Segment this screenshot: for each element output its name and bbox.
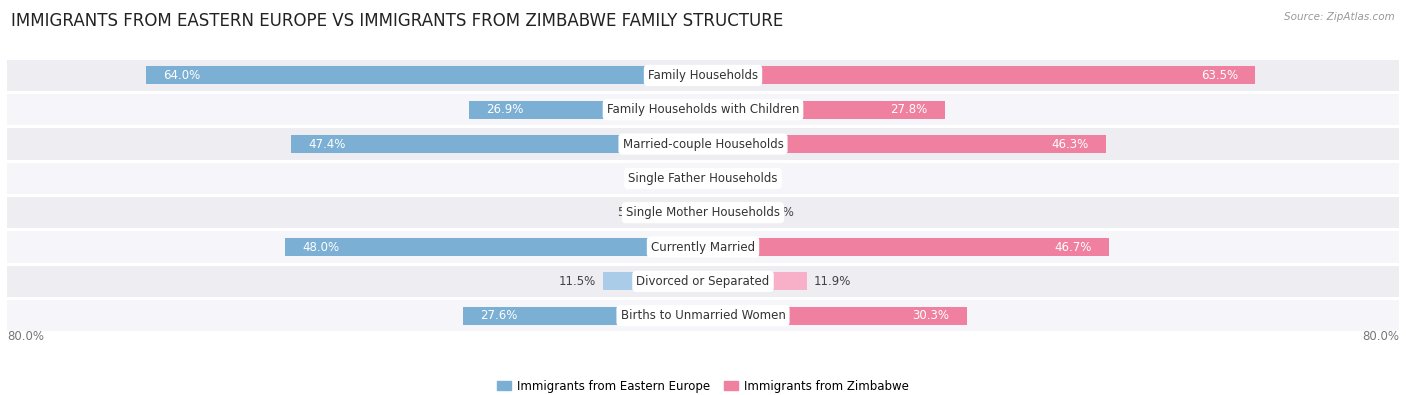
Bar [703,135,1105,153]
Text: 26.9%: 26.9% [486,103,524,116]
Text: 30.3%: 30.3% [912,309,949,322]
Text: 64.0%: 64.0% [163,69,201,82]
Text: 48.0%: 48.0% [302,241,340,254]
Bar [7,231,1399,263]
Text: 2.2%: 2.2% [730,172,759,185]
Bar [146,66,703,84]
Text: 80.0%: 80.0% [1362,331,1399,344]
Text: 46.7%: 46.7% [1054,241,1092,254]
Text: 11.9%: 11.9% [814,275,851,288]
Text: 2.0%: 2.0% [650,172,679,185]
Bar [686,169,703,187]
Text: Births to Unmarried Women: Births to Unmarried Women [620,309,786,322]
Text: 47.4%: 47.4% [308,137,346,150]
Bar [7,94,1399,126]
Text: Family Households with Children: Family Households with Children [607,103,799,116]
Bar [285,238,703,256]
Bar [470,101,703,118]
Text: 6.2%: 6.2% [763,206,794,219]
Bar [7,197,1399,228]
Bar [703,66,1256,84]
Bar [7,300,1399,331]
Text: Single Mother Households: Single Mother Households [626,206,780,219]
Bar [291,135,703,153]
Bar [703,238,1109,256]
Text: Currently Married: Currently Married [651,241,755,254]
Bar [463,307,703,325]
Text: Source: ZipAtlas.com: Source: ZipAtlas.com [1284,12,1395,22]
Text: 46.3%: 46.3% [1052,137,1088,150]
Text: 5.6%: 5.6% [617,206,647,219]
Bar [7,128,1399,160]
Bar [7,60,1399,91]
Text: 27.6%: 27.6% [481,309,517,322]
Text: 27.8%: 27.8% [890,103,928,116]
Text: 80.0%: 80.0% [7,331,44,344]
Bar [654,204,703,222]
Text: Single Father Households: Single Father Households [628,172,778,185]
Text: Family Households: Family Households [648,69,758,82]
Bar [703,169,723,187]
Bar [703,101,945,118]
Bar [703,273,807,290]
Text: 11.5%: 11.5% [558,275,596,288]
Bar [703,204,756,222]
Text: 63.5%: 63.5% [1201,69,1239,82]
Text: IMMIGRANTS FROM EASTERN EUROPE VS IMMIGRANTS FROM ZIMBABWE FAMILY STRUCTURE: IMMIGRANTS FROM EASTERN EUROPE VS IMMIGR… [11,12,783,30]
Bar [7,265,1399,297]
Text: Divorced or Separated: Divorced or Separated [637,275,769,288]
Bar [703,307,966,325]
Bar [7,163,1399,194]
Bar [603,273,703,290]
Legend: Immigrants from Eastern Europe, Immigrants from Zimbabwe: Immigrants from Eastern Europe, Immigran… [492,375,914,395]
Text: Married-couple Households: Married-couple Households [623,137,783,150]
